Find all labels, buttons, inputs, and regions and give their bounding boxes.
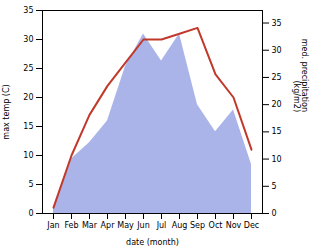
svg-text:Nov: Nov xyxy=(226,221,242,230)
svg-text:35: 35 xyxy=(23,6,33,15)
svg-text:Feb: Feb xyxy=(64,221,78,230)
svg-text:May: May xyxy=(117,221,134,230)
svg-text:25: 25 xyxy=(272,73,282,82)
svg-text:date (month): date (month) xyxy=(126,238,179,247)
svg-text:35: 35 xyxy=(272,19,282,28)
svg-text:Jun: Jun xyxy=(136,221,150,230)
svg-text:15: 15 xyxy=(23,122,33,131)
svg-text:Oct: Oct xyxy=(209,221,223,230)
svg-text:max temp (C): max temp (C) xyxy=(2,84,11,139)
svg-text:10: 10 xyxy=(23,151,33,160)
svg-text:5: 5 xyxy=(28,180,33,189)
svg-text:30: 30 xyxy=(272,46,282,55)
svg-text:med. precipitation(kg/m2): med. precipitation(kg/m2) xyxy=(292,39,309,112)
svg-text:Mar: Mar xyxy=(82,221,98,230)
svg-text:0: 0 xyxy=(272,209,277,218)
svg-text:10: 10 xyxy=(272,155,282,164)
svg-text:20: 20 xyxy=(272,100,282,109)
svg-text:0: 0 xyxy=(28,209,33,218)
svg-text:15: 15 xyxy=(272,127,282,136)
svg-text:25: 25 xyxy=(23,64,33,73)
svg-text:20: 20 xyxy=(23,93,33,102)
svg-text:Jan: Jan xyxy=(46,221,59,230)
svg-text:30: 30 xyxy=(23,35,33,44)
svg-text:Jul: Jul xyxy=(156,221,167,230)
svg-text:Aug: Aug xyxy=(172,221,188,230)
svg-text:Sep: Sep xyxy=(190,221,205,230)
svg-text:5: 5 xyxy=(272,182,277,191)
svg-text:Dec: Dec xyxy=(244,221,259,230)
svg-text:Apr: Apr xyxy=(101,221,116,230)
